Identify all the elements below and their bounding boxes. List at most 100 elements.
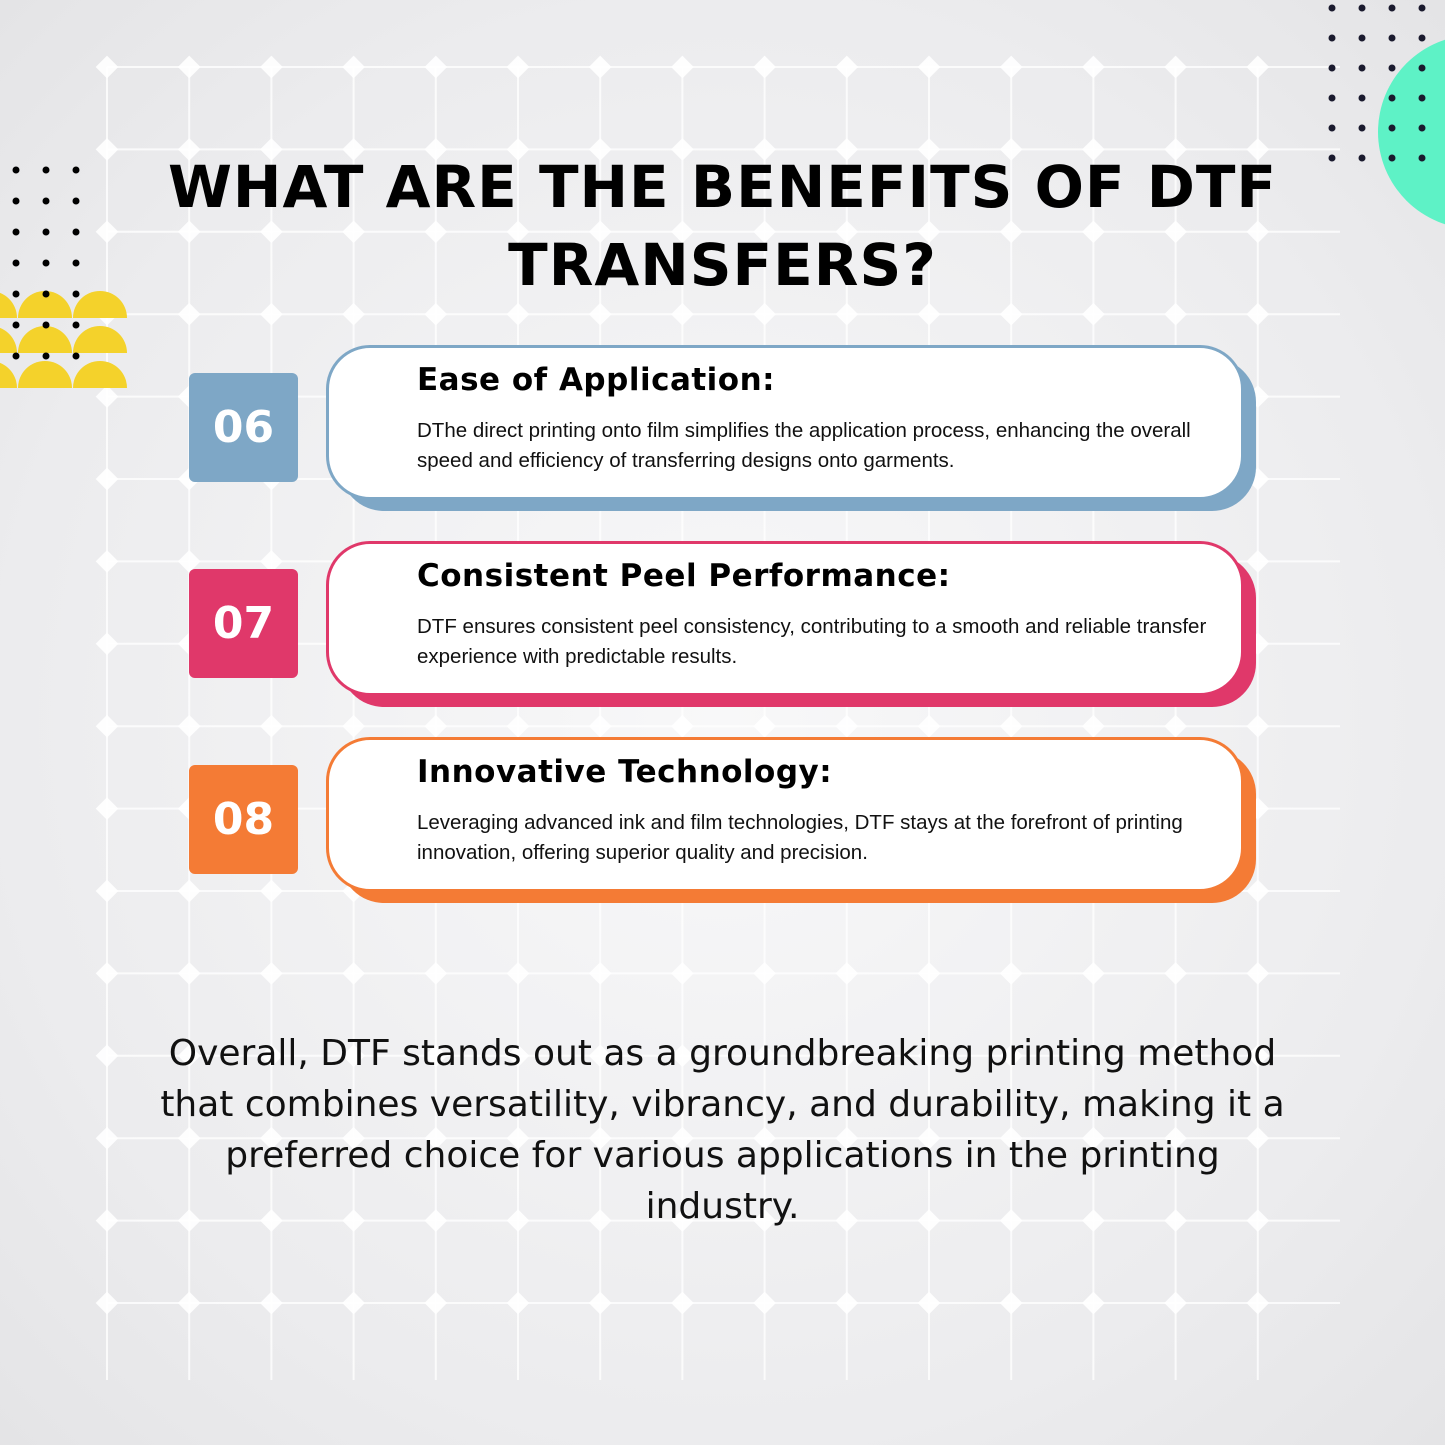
grid-diamond: [835, 714, 859, 738]
grid-diamond: [424, 302, 448, 326]
yellow-semicircle: [18, 291, 72, 318]
dot: [1358, 94, 1366, 102]
grid-diamond: [917, 302, 941, 326]
grid-diamond: [95, 879, 119, 903]
grid-diamond: [506, 1209, 530, 1232]
yellow-semicircle: [18, 361, 72, 388]
dot: [1328, 94, 1336, 102]
grid-diamond: [95, 714, 119, 738]
grid-diamond: [1246, 714, 1270, 738]
dot: [1328, 4, 1336, 12]
grid-diamond: [671, 55, 694, 79]
grid-diamond: [835, 1209, 859, 1232]
grid-diamond: [999, 1044, 1023, 1068]
grid-diamond: [95, 550, 119, 573]
grid-diamond: [1082, 1126, 1105, 1150]
grid-diamond: [588, 1044, 612, 1068]
grid-diamond: [424, 1291, 448, 1315]
grid-diamond: [917, 962, 941, 985]
grid-diamond: [835, 1044, 859, 1068]
grid-diamond: [671, 1209, 694, 1232]
dot: [12, 321, 20, 329]
dot: [72, 290, 80, 298]
grid-diamond: [95, 138, 119, 161]
dot: [12, 197, 20, 205]
grid-diamond: [1164, 1044, 1187, 1068]
grid-diamond: [917, 1044, 941, 1068]
mint-circle: [1378, 39, 1445, 225]
dot: [72, 228, 80, 236]
grid-diamond: [917, 714, 941, 738]
dot: [12, 290, 20, 298]
benefit-description: DTF ensures consistent peel consistency,…: [417, 615, 1207, 668]
grid-diamond: [588, 55, 612, 79]
grid-diamond: [753, 1044, 776, 1068]
benefit-card: Consistent Peel Performance: DTF ensures…: [326, 541, 1244, 696]
grid-diamond: [917, 1126, 941, 1150]
grid-diamond: [95, 632, 119, 656]
grid-diamond: [95, 220, 119, 244]
grid-diamond: [1082, 1044, 1105, 1068]
grid-diamond: [342, 55, 365, 79]
yellow-semicircle: [0, 363, 17, 388]
grid-diamond: [95, 1126, 119, 1150]
grid-diamond: [1164, 55, 1187, 79]
grid-diamond: [1246, 302, 1270, 326]
grid-diamond: [671, 1044, 694, 1068]
dot: [1418, 34, 1426, 42]
grid-diamond: [1246, 962, 1270, 985]
grid-diamond: [1246, 1044, 1270, 1068]
yellow-semicircle: [73, 361, 127, 388]
yellow-semicircle: [73, 291, 127, 318]
grid-diamond: [506, 714, 530, 738]
dot: [1358, 154, 1366, 162]
grid-diamond: [177, 879, 201, 903]
grid-diamond: [835, 1126, 859, 1150]
grid-diamond: [424, 55, 448, 79]
benefit-description: Leveraging advanced ink and film technol…: [417, 811, 1183, 864]
benefit-number-badge: 06: [189, 373, 298, 482]
benefit-heading: Innovative Technology:: [417, 754, 833, 790]
dot: [1388, 94, 1396, 102]
dot: [42, 197, 50, 205]
grid-diamond: [342, 714, 365, 738]
dot: [1358, 124, 1366, 132]
grid-diamond: [588, 302, 612, 326]
dot: [1388, 34, 1396, 42]
grid-diamond: [1246, 550, 1270, 573]
grid-diamond: [424, 962, 448, 985]
grid-diamond: [588, 1209, 612, 1232]
grid-diamond: [1164, 1291, 1187, 1315]
grid-diamond: [260, 879, 283, 903]
grid-diamond: [753, 1209, 776, 1232]
grid-diamond: [753, 302, 776, 326]
yellow-semicircle: [0, 293, 17, 318]
grid-diamond: [1246, 879, 1270, 903]
grid-diamond: [1164, 1209, 1187, 1232]
benefit-heading: Ease of Application:: [417, 362, 776, 398]
grid-diamond: [95, 467, 119, 491]
grid-diamond: [835, 302, 859, 326]
grid-diamond: [260, 1209, 283, 1232]
grid-diamond: [588, 1291, 612, 1315]
grid-diamond: [1082, 1291, 1105, 1315]
grid-diamond: [588, 1126, 612, 1150]
grid-diamond: [342, 1209, 365, 1232]
grid-diamond: [1246, 1209, 1270, 1232]
dot: [12, 259, 20, 267]
dot: [12, 166, 20, 174]
grid-diamond: [95, 1044, 119, 1068]
dot: [72, 166, 80, 174]
grid-diamond: [835, 55, 859, 79]
grid-diamond: [1164, 1126, 1187, 1150]
benefit-number: 06: [212, 402, 275, 453]
grid-diamond: [588, 962, 612, 985]
yellow-semicircle: [73, 326, 127, 353]
dot: [12, 228, 20, 236]
grid-diamond: [260, 962, 283, 985]
grid-diamond: [177, 1291, 201, 1315]
benefit-number: 07: [212, 598, 275, 649]
dot: [1418, 64, 1426, 72]
dot: [1328, 154, 1336, 162]
grid-diamond: [342, 1126, 365, 1150]
